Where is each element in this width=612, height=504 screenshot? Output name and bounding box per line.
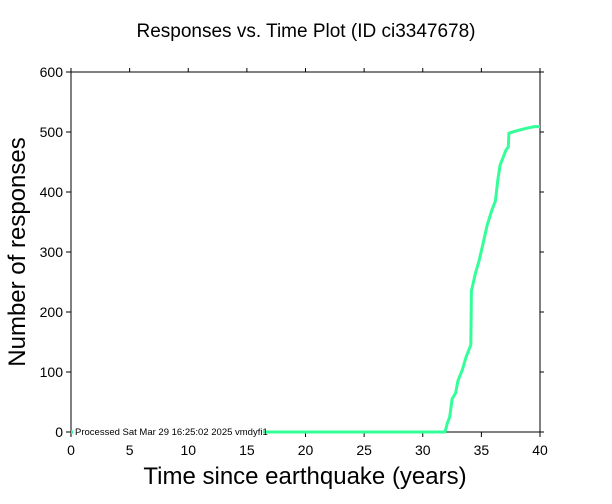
annotation-background [73, 426, 263, 437]
chart-title: Responses vs. Time Plot (ID ci3347678) [137, 21, 476, 42]
x-tick-label: 20 [298, 442, 314, 458]
x-tick-label: 5 [126, 442, 134, 458]
y-axis-label: Number of responses [4, 137, 31, 366]
y-tick-label: 600 [40, 64, 64, 80]
y-tick-label: 100 [40, 364, 64, 380]
plot-frame [70, 71, 541, 433]
y-tick-label: 400 [40, 184, 64, 200]
x-tick-label: 15 [239, 442, 255, 458]
x-tick-label: 0 [67, 442, 75, 458]
x-tick-label: 25 [356, 442, 372, 458]
x-tick-label: 40 [532, 442, 548, 458]
x-tick-label: 35 [474, 442, 490, 458]
x-tick-label: 10 [180, 442, 196, 458]
processed-annotation: Processed Sat Mar 29 16:25:02 2025 vmdyf… [75, 427, 268, 438]
y-tick-label: 300 [40, 244, 64, 260]
y-tick-label: 0 [55, 424, 63, 440]
x-axis-label: Time since earthquake (years) [143, 463, 466, 490]
x-tick-label: 30 [415, 442, 431, 458]
y-tick-label: 500 [40, 124, 64, 140]
responses-series-line [71, 125, 540, 434]
y-tick-label: 200 [40, 304, 64, 320]
